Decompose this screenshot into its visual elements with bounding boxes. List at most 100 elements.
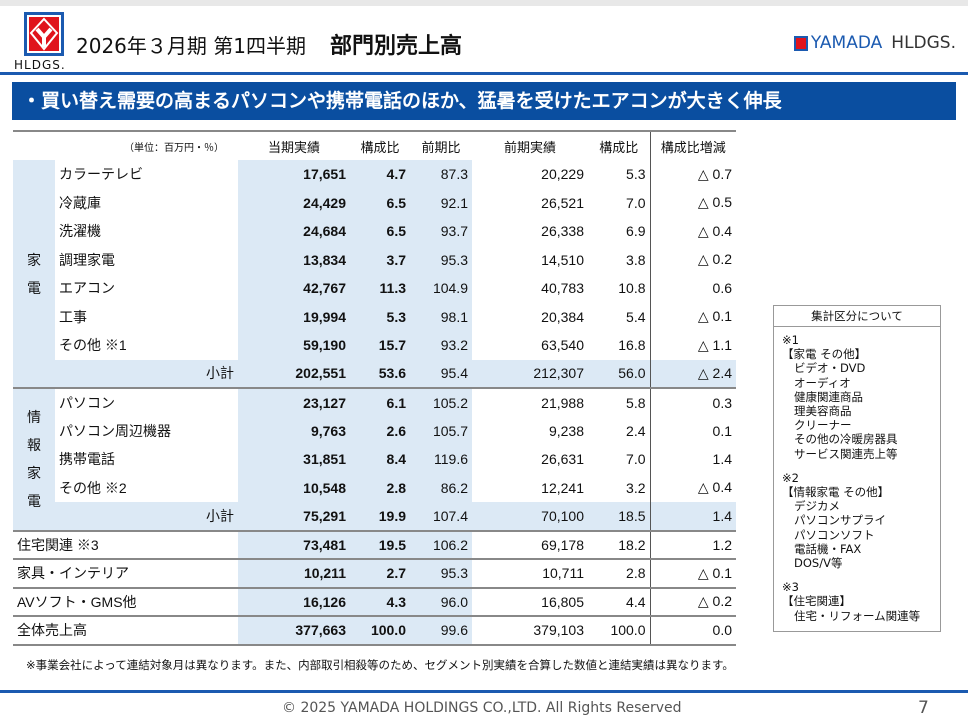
- yoy-ratio: 95.3: [410, 558, 472, 588]
- current-ratio: 53.6: [350, 359, 410, 388]
- current-ratio: 6.1: [350, 387, 410, 417]
- table-row: その他 ※2 10,548 2.8 86.2 12,241 3.2 △ 0.4: [13, 473, 736, 502]
- group-label: 家電: [13, 160, 55, 388]
- yoy-ratio: 106.2: [410, 529, 472, 559]
- note-mark: ※2: [782, 470, 799, 485]
- table-row: 家電 カラーテレビ 17,651 4.7 87.3 20,229 5.3 △ 0.7: [13, 160, 736, 388]
- current-value: 59,190: [238, 331, 350, 360]
- yoy-ratio: 104.9: [410, 274, 472, 303]
- previous-ratio: 18.2: [588, 529, 650, 559]
- previous-value: 21,988: [472, 387, 588, 417]
- table-row: 洗濯機 24,684 6.5 93.7 26,338 6.9 △ 0.4: [13, 217, 736, 246]
- current-value: 31,851: [238, 445, 350, 474]
- header-row: （単位：百万円・％） 当期実績 構成比 前期比 前期実績 構成比 構成比増減: [13, 130, 736, 160]
- previous-value: 40,783: [541, 280, 584, 297]
- ratio-change: △ 0.1: [649, 558, 736, 588]
- previous-ratio: 2.8: [588, 558, 650, 588]
- table-row: 情報家電 パソコン 23,127 6.1 105.2 21,988 5.8 0.3: [13, 387, 736, 531]
- ratio-change: △ 2.4: [649, 359, 736, 388]
- yoy-ratio: 92.1: [410, 188, 472, 217]
- current-value: 19,994: [238, 302, 350, 331]
- previous-ratio: 4.4: [588, 586, 650, 616]
- current-ratio: 6.5: [350, 188, 410, 217]
- current-ratio: 6.5: [350, 217, 410, 246]
- row-label: 全体売上高: [13, 615, 238, 646]
- current-value: 17,651: [238, 160, 350, 189]
- note-item: 住宅・リフォーム関連等: [794, 608, 921, 623]
- page-number: 7: [918, 698, 929, 718]
- current-ratio: 19.9: [350, 502, 410, 531]
- previous-ratio: 10.8: [618, 280, 646, 297]
- yoy-ratio: 105.2: [410, 387, 472, 417]
- previous-value: 9,238: [548, 422, 584, 439]
- yoy-ratio: 93.2: [410, 331, 472, 360]
- current-value: 75,291: [238, 502, 350, 531]
- row-label: エアコン: [59, 280, 115, 297]
- previous-ratio: 18.5: [588, 502, 650, 531]
- row-label: 冷蔵庫: [59, 194, 101, 211]
- subtotal-label: 小計: [55, 502, 238, 531]
- brand-name: YAMADA: [810, 33, 883, 53]
- current-ratio: 15.7: [350, 331, 410, 360]
- yoy-ratio: 99.6: [410, 615, 472, 646]
- row-label: その他 ※2: [59, 479, 127, 496]
- row-label: AVソフト・GMS他: [13, 586, 238, 616]
- previous-ratio: 5.3: [626, 166, 646, 183]
- row-label: 家具・インテリア: [13, 558, 238, 588]
- previous-value: 20,229: [541, 166, 584, 183]
- current-ratio: 5.3: [350, 302, 410, 331]
- column-header: 構成比: [588, 130, 650, 160]
- current-value: 24,429: [238, 188, 350, 217]
- logo-subtext: HLDGS.: [14, 58, 66, 72]
- previous-value: 26,521: [541, 194, 584, 211]
- row-label: 洗濯機: [59, 223, 101, 240]
- row-label: 工事: [59, 308, 87, 325]
- ratio-change: 0.3: [649, 387, 736, 417]
- current-value: 16,126: [238, 586, 350, 616]
- ratio-change: △ 0.7: [649, 160, 736, 189]
- previous-value: 10,711: [472, 558, 588, 588]
- sales-table: （単位：百万円・％） 当期実績 構成比 前期比 前期実績 構成比 構成比増減 家電 カラーテレビ…: [13, 130, 736, 646]
- yamada-logo: [24, 12, 64, 56]
- table-row: 工事 19,994 5.3 98.1 20,384 5.4 △ 0.1: [13, 302, 736, 331]
- previous-value: 69,178: [472, 529, 588, 559]
- ratio-change: △ 0.1: [649, 302, 736, 331]
- previous-ratio: 7.0: [626, 451, 646, 468]
- note-heading: 【家電 その他】: [782, 347, 867, 362]
- current-value: 202,551: [238, 359, 350, 388]
- ratio-change: 1.4: [649, 502, 736, 531]
- column-header: 当期実績: [238, 130, 350, 160]
- note-item: 健康関連商品: [794, 389, 863, 404]
- column-header: 構成比増減: [649, 130, 736, 160]
- current-value: 23,127: [238, 387, 350, 417]
- row-label: 調理家電: [59, 251, 115, 268]
- previous-ratio: 16.8: [618, 337, 646, 354]
- previous-value: 16,805: [472, 586, 588, 616]
- ratio-change: △ 0.4: [649, 473, 736, 502]
- note-heading: 【住宅関連】: [782, 594, 851, 609]
- copyright: © 2025 YAMADA HOLDINGS CO.,LTD. All Righ…: [282, 700, 682, 716]
- row-label: その他 ※1: [59, 337, 127, 354]
- headline-banner: ・買い替え需要の高まるパソコンや携帯電話のほか、猛暑を受けたエアコンが大きく伸長: [12, 82, 956, 120]
- current-ratio: 4.7: [350, 160, 410, 189]
- yoy-ratio: 107.4: [410, 502, 472, 531]
- page-title: 2026年３月期 第1四半期 部門別売上高: [76, 28, 462, 60]
- previous-value: 20,384: [541, 308, 584, 325]
- note-heading: 【情報家電 その他】: [782, 485, 890, 500]
- subtotal-row: 小計 202,551 53.6 95.4 212,307 56.0 △ 2.4: [13, 359, 736, 388]
- column-header: 構成比: [350, 130, 410, 160]
- note-item: デジカメ: [794, 499, 840, 514]
- previous-ratio: 2.4: [626, 422, 646, 439]
- previous-value: 212,307: [472, 359, 588, 388]
- previous-value: 12,241: [541, 479, 584, 496]
- row-label: 携帯電話: [59, 451, 115, 468]
- row-label: パソコン周辺機器: [59, 422, 171, 439]
- current-value: 13,834: [238, 245, 350, 274]
- current-ratio: 3.7: [350, 245, 410, 274]
- subtotal-row: 小計 75,291 19.9 107.4 70,100 18.5 1.4: [13, 502, 736, 531]
- ratio-change: △ 0.2: [649, 245, 736, 274]
- column-header: 前期比: [410, 130, 472, 160]
- unit-label: （単位：百万円・％）: [55, 130, 238, 160]
- table-row: AVソフト・GMS他 16,126 4.3 96.0 16,805 4.4 △ 0.2: [13, 586, 736, 616]
- note-item: オーディオ: [794, 375, 851, 390]
